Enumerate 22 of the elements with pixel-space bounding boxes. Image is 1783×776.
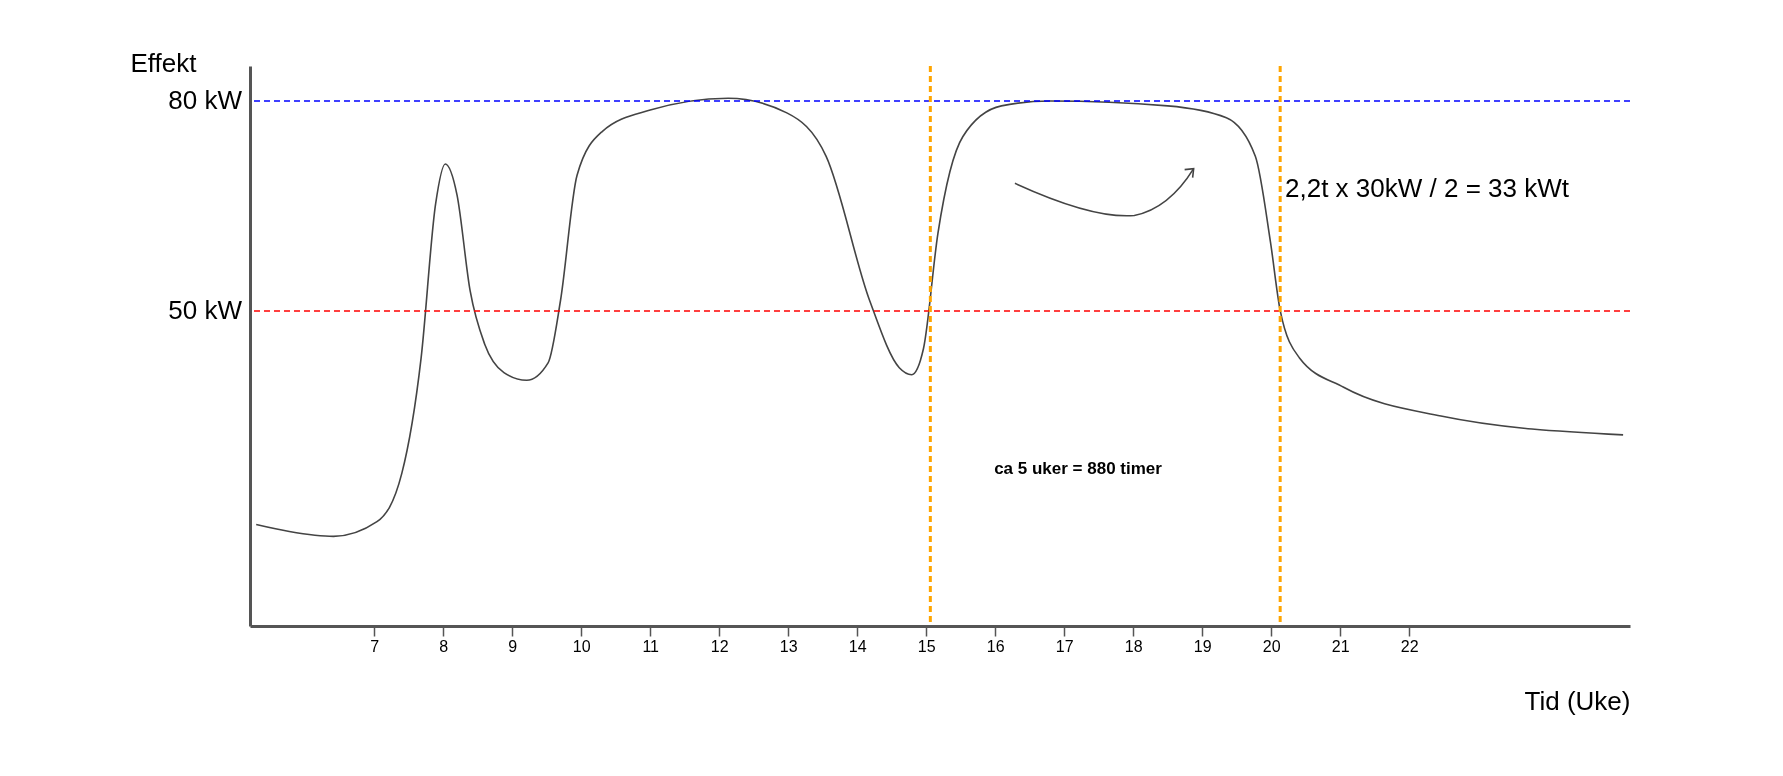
x-tick-label: 19	[1193, 637, 1212, 655]
ref-line-label: 80 kW	[168, 85, 243, 115]
ref-line-label: 50 kW	[168, 295, 243, 325]
x-tick-label: 8	[439, 637, 449, 655]
x-tick-label: 12	[710, 637, 729, 655]
y-axis-title: Effekt	[130, 47, 198, 78]
x-tick-label: 18	[1124, 637, 1143, 655]
x-axis-title: Tid (Uke)	[1524, 685, 1631, 716]
x-tick-label: 9	[508, 637, 518, 655]
x-tick-label: 21	[1331, 637, 1350, 655]
x-tick-label: 22	[1400, 637, 1419, 655]
annotation: 2,2t x 30kW / 2 = 33 kWt	[1285, 173, 1570, 204]
x-tick-label: 16	[986, 637, 1005, 655]
x-tick-label: 11	[642, 637, 660, 655]
x-tick-label: 13	[779, 637, 798, 655]
x-tick-label: 7	[370, 637, 380, 655]
annotation: ca 5 uker = 880 timer	[994, 459, 1163, 479]
x-tick-label: 15	[917, 637, 936, 655]
x-tick-label: 20	[1262, 637, 1281, 655]
x-tick-label: 14	[848, 637, 867, 655]
x-tick-label: 17	[1055, 637, 1074, 655]
x-tick-label: 10	[572, 637, 591, 655]
